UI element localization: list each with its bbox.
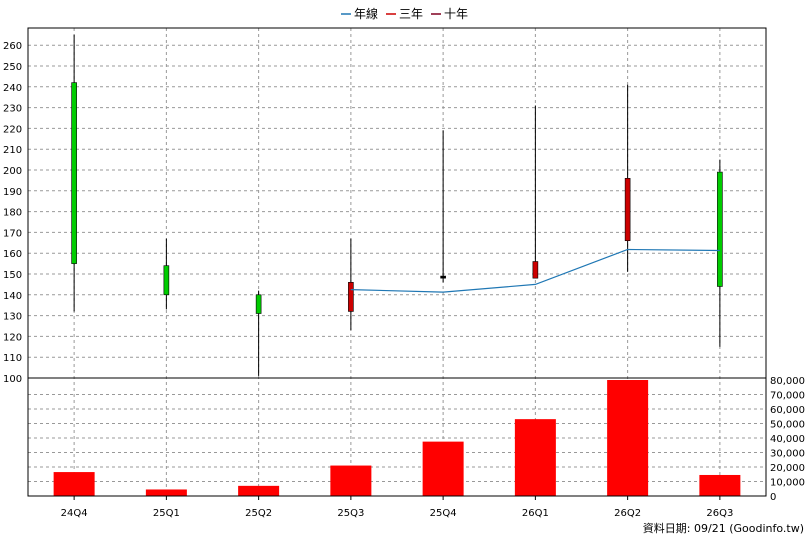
x-tick-label: 24Q4 [61,508,88,519]
price-y-tick-label: 110 [3,353,22,364]
volume-bar-26Q2 [607,380,649,496]
candle-body [624,178,631,242]
price-y-tick-label: 200 [3,166,22,177]
x-tick-label: 25Q1 [153,508,180,519]
price-y-tick-label: 250 [3,62,22,73]
price-y-tick-label: 180 [3,208,22,219]
volume-y-tick-label: 80,000 [770,376,805,387]
x-tick-label: 26Q3 [706,508,733,519]
price-y-tick-label: 230 [3,104,22,115]
volume-y-axis: 0 10,000 20,000 30,000 40,000 50,000 60,000 70,… [770,376,805,503]
volume-bar-26Q3 [699,474,741,496]
price-y-tick-label: 150 [3,270,22,281]
price-y-tick-label: 260 [3,41,22,52]
x-tick-label: 25Q2 [245,508,272,519]
legend-label: 三年 [399,7,423,21]
candlestick-25Q3 [348,238,354,331]
price-y-tick-label: 170 [3,228,22,239]
legend-item: 三年 [386,7,423,21]
volume-y-tick-label: 40,000 [770,434,805,445]
annual-line-series [350,248,720,293]
volume-y-tick-label: 30,000 [770,449,805,460]
price-y-tick-label: 140 [3,291,22,302]
candle-body [255,294,262,314]
price-y-tick-label: 160 [3,249,22,260]
price-y-tick-label: 130 [3,312,22,323]
x-tick-label: 26Q2 [614,508,641,519]
candlesticks [71,34,723,376]
volume-bar-25Q1 [145,489,187,496]
volume-bar-25Q4 [422,441,464,496]
candlestick-25Q2 [255,290,262,376]
volume-bar-24Q4 [53,472,95,496]
price-panel-frame [27,27,767,379]
volume-y-tick-label: 0 [770,492,776,503]
volume-bar-26Q1 [514,419,556,496]
price-y-tick-label: 190 [3,187,22,198]
candle-body [532,261,539,279]
candle-body [717,171,723,287]
legend-item: 十年 [431,7,468,21]
annual-line [350,248,720,293]
volume-gridlines [28,394,766,482]
candle-body [348,282,354,312]
x-tick-label: 25Q4 [430,508,457,519]
candlestick-26Q1 [532,105,539,279]
candlestick-25Q1 [163,238,170,310]
price-y-tick-label: 100 [3,374,22,385]
footer-date-source: 資料日期: 09/21 (Goodinfo.tw) [643,521,804,535]
volume-y-tick-label: 70,000 [770,391,805,402]
volume-y-tick-label: 10,000 [770,478,805,489]
volume-y-tick-label: 60,000 [770,405,805,416]
x-tick-label: 25Q3 [337,508,364,519]
legend-label: 十年 [444,7,468,21]
candle-body [440,275,446,279]
volume-y-tick-label: 20,000 [770,463,805,474]
x-tick-label: 26Q1 [522,508,549,519]
candlestick-26Q2 [624,84,631,272]
price-gridlines [28,28,766,496]
price-y-tick-label: 120 [3,332,22,343]
volume-bar-25Q3 [330,465,372,496]
legend-item: 年線 [341,6,378,21]
volume-panel-frame [27,377,767,497]
legend: 年線 三年 十年 [341,6,468,21]
volume-bar-25Q2 [238,485,280,496]
candle-body [163,265,170,296]
price-y-tick-label: 220 [3,124,22,135]
price-y-tick-label: 210 [3,145,22,156]
candle-body [71,82,77,264]
candlestick-26Q3 [717,159,723,347]
volume-y-tick-label: 50,000 [770,420,805,431]
candlestick-24Q4 [71,34,77,312]
price-y-axis: 100 110 120 130 140 150 160 170 180 190 200 210 220 2… [3,41,22,385]
legend-label: 年線 [354,6,378,21]
price-y-tick-label: 240 [3,83,22,94]
plot-frames [27,27,767,497]
x-axis: 24Q4 25Q1 25Q2 25Q3 25Q4 26Q1 26Q2 26Q3 [61,496,733,519]
candlestick-25Q4 [440,130,446,283]
volume-bars [53,380,741,496]
